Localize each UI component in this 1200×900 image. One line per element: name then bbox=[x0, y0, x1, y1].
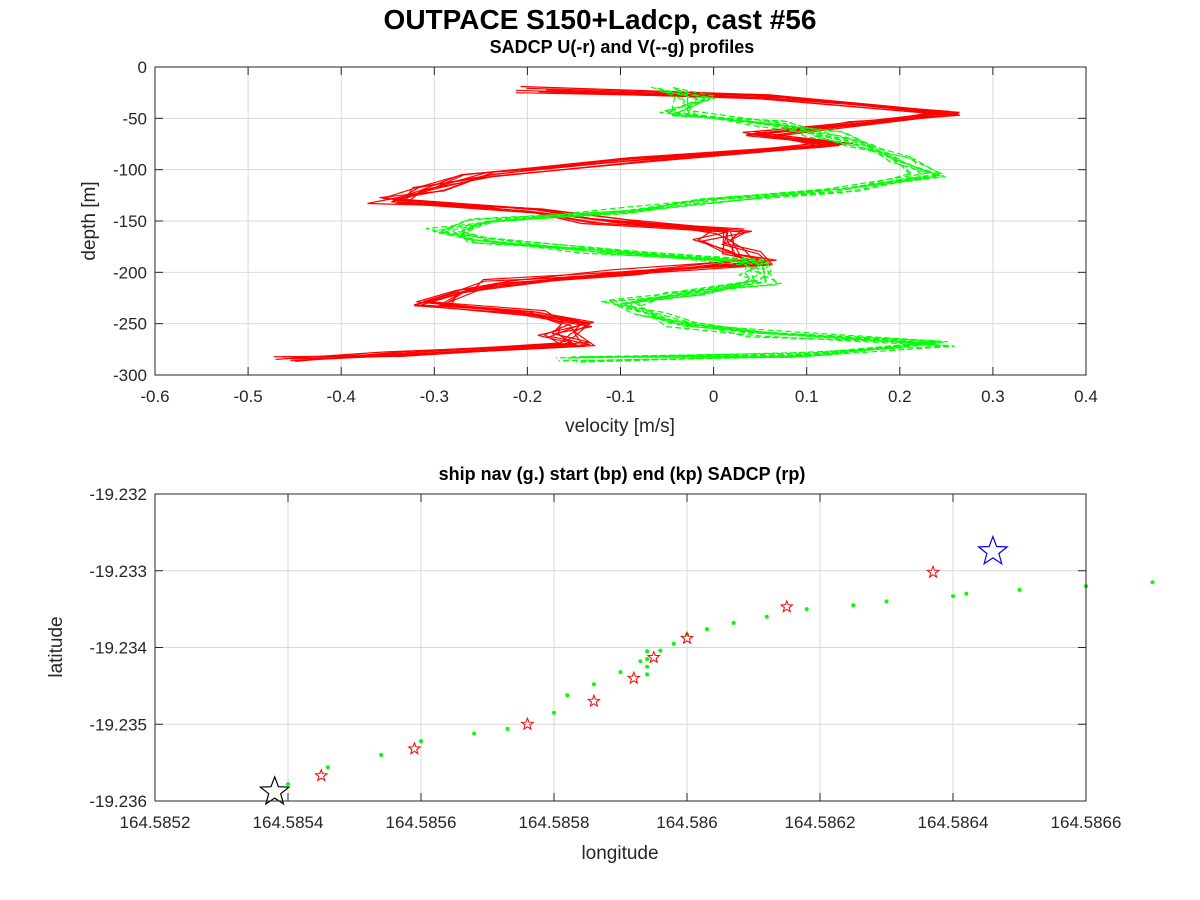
v-profile-line bbox=[461, 87, 929, 362]
ship-nav-point bbox=[658, 648, 663, 653]
ship-nav-point bbox=[951, 594, 955, 599]
nav-x-tick-label: 164.5856 bbox=[386, 813, 457, 832]
ship-nav-point bbox=[419, 739, 423, 744]
v-profile-line bbox=[432, 91, 955, 359]
ship-nav-point bbox=[964, 591, 969, 596]
u-profile-line bbox=[292, 87, 957, 359]
ship-nav-point bbox=[645, 664, 650, 669]
v-profile-line bbox=[459, 90, 941, 363]
ship-nav-point bbox=[671, 641, 676, 646]
ship-nav-point bbox=[1017, 587, 1022, 592]
profile-x-tick-label: 0.3 bbox=[981, 387, 1005, 406]
nav-y-tick-label: -19.234 bbox=[89, 639, 147, 658]
ship-nav-point bbox=[851, 603, 856, 608]
profile-y-tick-label: 0 bbox=[138, 58, 147, 77]
ship-nav-point bbox=[565, 693, 570, 698]
profile-x-tick-label: 0 bbox=[709, 387, 718, 406]
sadcp-point bbox=[520, 716, 535, 731]
ship-nav-point bbox=[552, 710, 556, 715]
ship-nav-point bbox=[505, 726, 510, 731]
profile-panel-title: SADCP U(-r) and V(--g) profiles bbox=[490, 37, 755, 57]
nav-y-tick-label: -19.233 bbox=[89, 562, 147, 581]
profile-x-tick-label: -0.4 bbox=[327, 387, 356, 406]
ship-nav-point bbox=[645, 649, 650, 654]
profile-ticks: -0.6 -0.5 -0.4 -0.3 -0.2 -0.1 0 0.1 0.2 0.3 0.4 0 -5… bbox=[113, 58, 1098, 406]
sadcp-point bbox=[779, 599, 794, 613]
nav-x-tick-label: 164.5854 bbox=[253, 813, 324, 832]
profile-y-tick-label: -150 bbox=[113, 212, 147, 231]
nav-y-axis-label: latitude bbox=[46, 616, 67, 677]
nav-x-axis-label: longitude bbox=[581, 843, 658, 864]
profile-panel: SADCP U(-r) and V(--g) profiles -0.6 -0.5… bbox=[79, 37, 1098, 437]
nav-ticks: 164.5852 164.5854 164.5856 164.5858 164.586 1… bbox=[89, 485, 1121, 832]
ship-nav-point bbox=[618, 670, 623, 675]
v-profile-line bbox=[445, 86, 937, 358]
profile-x-tick-label: 0.4 bbox=[1074, 387, 1098, 406]
ship-nav-point bbox=[325, 765, 330, 770]
profile-x-tick-label: -0.2 bbox=[513, 387, 542, 406]
profile-x-tick-label: -0.3 bbox=[420, 387, 449, 406]
end-point bbox=[258, 775, 291, 806]
sadcp-point bbox=[679, 630, 695, 645]
sadcp-point bbox=[925, 564, 941, 579]
ship-nav-point bbox=[379, 752, 384, 757]
profile-series bbox=[273, 85, 961, 363]
nav-x-tick-label: 164.5862 bbox=[785, 813, 856, 832]
nav-y-tick-label: -19.235 bbox=[89, 715, 147, 734]
ship-nav-point bbox=[704, 627, 709, 632]
ship-nav-point bbox=[804, 607, 809, 612]
nav-series bbox=[258, 534, 1155, 806]
profile-y-tick-label: -300 bbox=[113, 366, 147, 385]
nav-panel-title: ship nav (g.) start (bp) end (kp) SADCP … bbox=[439, 464, 806, 484]
sadcp-point bbox=[626, 670, 641, 685]
figure-title: OUTPACE S150+Ladcp, cast #56 bbox=[384, 4, 817, 35]
ship-nav-point bbox=[638, 659, 643, 664]
ship-nav-point bbox=[645, 657, 650, 661]
profile-x-tick-label: 0.1 bbox=[795, 387, 819, 406]
profile-y-axis-label: depth [m] bbox=[79, 181, 100, 260]
ship-nav-point bbox=[884, 599, 889, 604]
nav-x-tick-label: 164.586 bbox=[656, 813, 717, 832]
profile-x-tick-label: -0.5 bbox=[233, 387, 262, 406]
ship-nav-point bbox=[591, 682, 596, 687]
v-profile-line bbox=[438, 89, 935, 362]
u-profile-line bbox=[275, 89, 959, 360]
ship-nav-point bbox=[286, 782, 290, 787]
profile-lines bbox=[273, 85, 961, 363]
profile-y-tick-label: -100 bbox=[113, 161, 147, 180]
profile-y-tick-label: -250 bbox=[113, 315, 147, 334]
ship-nav-point bbox=[731, 620, 736, 625]
profile-x-tick-label: 0.2 bbox=[888, 387, 912, 406]
nav-panel: ship nav (g.) start (bp) end (kp) SADCP … bbox=[46, 464, 1155, 864]
nav-y-tick-label: -19.236 bbox=[89, 792, 147, 811]
sadcp-point bbox=[646, 650, 661, 664]
sadcp-point bbox=[407, 741, 422, 755]
nav-x-tick-label: 164.5852 bbox=[120, 813, 191, 832]
nav-y-tick-label: -19.232 bbox=[89, 485, 147, 504]
ship-nav-point bbox=[645, 672, 650, 677]
profile-x-tick-label: -0.1 bbox=[606, 387, 635, 406]
v-profile-line bbox=[438, 86, 935, 359]
nav-x-tick-label: 164.5866 bbox=[1051, 813, 1122, 832]
nav-x-tick-label: 164.5858 bbox=[519, 813, 590, 832]
profile-x-axis-label: velocity [m/s] bbox=[565, 416, 675, 437]
profile-x-tick-label: -0.6 bbox=[140, 387, 169, 406]
ship-nav-point bbox=[764, 614, 769, 619]
profile-y-tick-label: -200 bbox=[113, 263, 147, 282]
sadcp-point bbox=[586, 693, 601, 708]
v-profile-line bbox=[462, 89, 947, 359]
profile-y-tick-label: -50 bbox=[122, 109, 147, 128]
ship-nav-point bbox=[1150, 580, 1155, 585]
ship-nav-point bbox=[472, 731, 477, 736]
start-point bbox=[976, 534, 1009, 566]
sadcp-point bbox=[314, 768, 329, 782]
nav-x-tick-label: 164.5864 bbox=[918, 813, 989, 832]
